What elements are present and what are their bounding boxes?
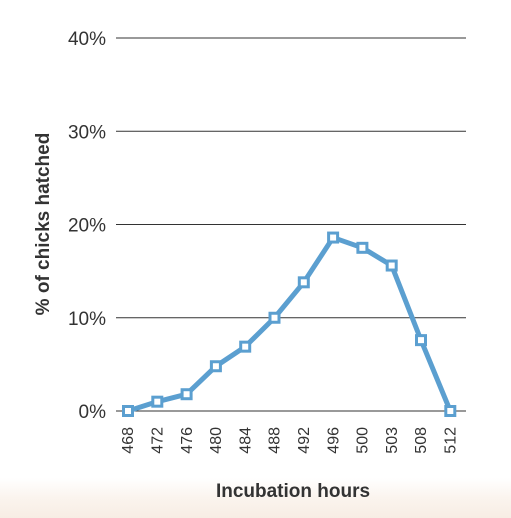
series-line-group xyxy=(125,235,453,414)
x-tick-label: 484 xyxy=(237,427,254,454)
data-point xyxy=(356,241,369,254)
gridlines xyxy=(116,37,466,412)
data-point xyxy=(385,259,398,272)
x-tick-label: 503 xyxy=(384,427,401,454)
x-tick-label: 468 xyxy=(120,427,137,454)
x-tick-label: 472 xyxy=(150,427,167,454)
y-tick-label: 20% xyxy=(68,216,106,237)
data-point xyxy=(444,405,457,417)
x-tick-label: 488 xyxy=(267,427,284,454)
x-axis-title: Incubation hours xyxy=(216,481,370,502)
data-point xyxy=(209,360,222,373)
data-point xyxy=(122,405,134,417)
x-tick-label: 496 xyxy=(325,427,342,454)
x-tick-label: 508 xyxy=(413,427,430,454)
x-tick-label: 500 xyxy=(355,427,372,454)
x-tick-label: 492 xyxy=(296,427,313,454)
data-point xyxy=(415,334,427,347)
y-tick-label: 0% xyxy=(79,402,107,423)
data-point xyxy=(180,388,193,401)
x-tick-labels: 468 472 476 480 484 488 492 496 500 503 508 512 xyxy=(120,427,459,454)
x-tick-label: 476 xyxy=(179,427,196,454)
y-tick-label: 10% xyxy=(68,309,106,330)
data-point xyxy=(327,231,340,244)
y-tick-label: 30% xyxy=(68,122,106,143)
y-tick-labels: 0% 10% 20% 30% 40% xyxy=(68,29,106,423)
data-points xyxy=(122,231,457,417)
y-tick-label: 40% xyxy=(68,29,106,50)
x-tick-label: 480 xyxy=(208,427,225,454)
data-point xyxy=(268,311,281,324)
y-axis-title: % of chicks hatched xyxy=(33,133,54,316)
data-point xyxy=(239,340,252,353)
x-tick-label: 512 xyxy=(443,427,460,454)
data-point xyxy=(151,395,164,408)
data-point xyxy=(297,276,310,289)
series-line xyxy=(125,235,453,414)
